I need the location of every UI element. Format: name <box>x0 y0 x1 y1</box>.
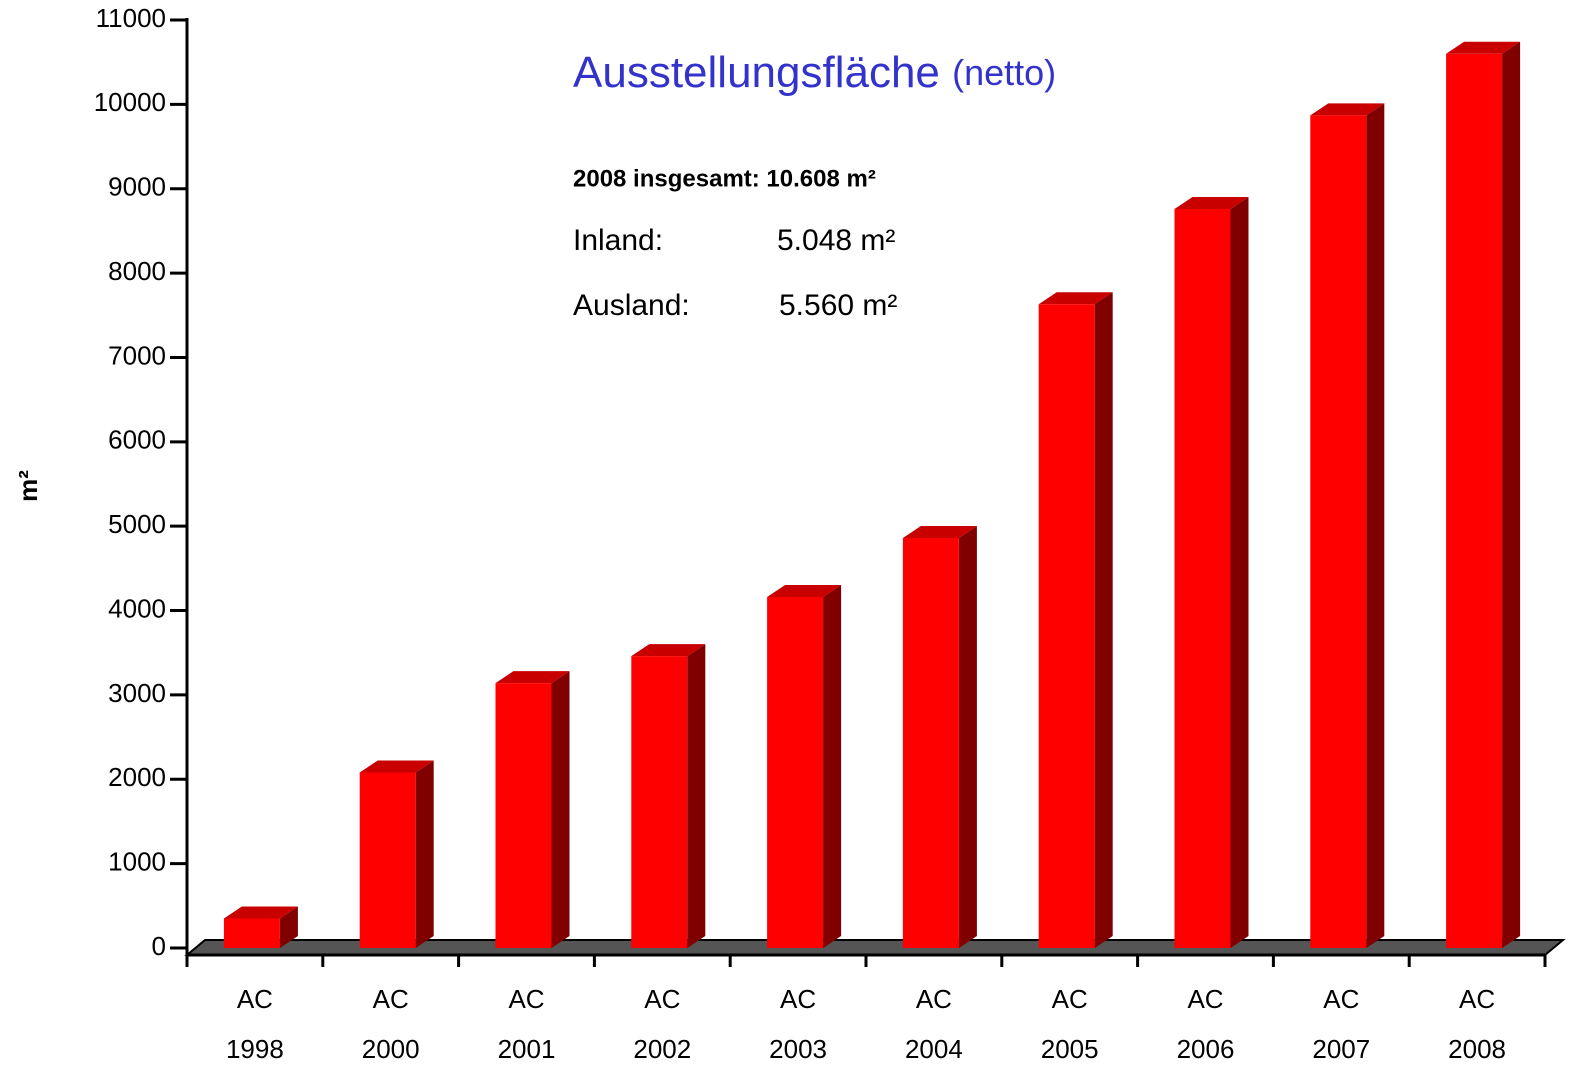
annotation: 5.048 m² <box>777 224 895 257</box>
y-tick-label: 5000 <box>108 509 166 539</box>
x-tick-label: AC 2008 <box>1448 984 1507 1064</box>
bar-top <box>223 906 298 919</box>
bar-side <box>687 644 706 948</box>
chart-title-group: Ausstellungsfläche (netto) <box>573 48 1056 97</box>
bar-front <box>223 918 280 948</box>
x-tick-label: AC 2001 <box>497 984 556 1064</box>
bar-front <box>631 656 688 948</box>
bar-front <box>1446 53 1503 948</box>
bar-front <box>767 597 824 948</box>
x-tick-label: AC 2007 <box>1312 984 1371 1064</box>
y-tick-label: 3000 <box>108 678 166 708</box>
bar-side <box>279 906 298 948</box>
bar-side <box>1094 292 1113 949</box>
y-tick-label: 2000 <box>108 762 166 792</box>
annotation: 5.560 m² <box>779 289 897 322</box>
y-tick-label: 10000 <box>94 87 166 117</box>
bar-side <box>823 585 842 948</box>
x-tick-label: AC 1998 <box>225 984 284 1064</box>
bar-side <box>1366 103 1385 948</box>
bar-front <box>1038 304 1095 949</box>
bar-top <box>495 671 570 684</box>
y-tick-label: 7000 <box>108 340 166 370</box>
bar <box>1310 103 1385 948</box>
y-tick-label: 0 <box>152 931 166 961</box>
bar-top <box>631 644 706 657</box>
bar-front <box>1310 115 1367 948</box>
annotation: Inland: <box>573 224 663 257</box>
x-tick-label: AC 2002 <box>633 984 692 1064</box>
y-tick-label: 8000 <box>108 256 166 286</box>
bar <box>1446 41 1521 948</box>
bar-front <box>1174 208 1231 948</box>
x-tick-label: AC 2005 <box>1040 984 1099 1064</box>
bar <box>631 644 706 948</box>
bar-side <box>1230 196 1249 948</box>
annotation: 2008 insgesamt: 10.608 m² <box>573 165 876 192</box>
chart-title: Ausstellungsfläche <box>573 48 940 97</box>
bar <box>1038 292 1113 949</box>
x-tick-label: AC 2004 <box>904 984 963 1064</box>
bar-front <box>359 772 416 948</box>
x-tick-label: AC 2006 <box>1176 984 1235 1064</box>
x-tick-label: AC 2003 <box>769 984 828 1064</box>
bar-front <box>902 537 959 948</box>
y-tick-label: 6000 <box>108 425 166 455</box>
annotation: Ausland: <box>573 289 690 322</box>
bar <box>902 525 977 948</box>
bar <box>767 585 842 948</box>
y-tick-label: 11000 <box>96 3 166 33</box>
bar-side <box>551 671 570 948</box>
chart-subtitle: (netto) <box>952 52 1056 93</box>
bar-top <box>1310 103 1385 116</box>
bar <box>223 906 298 948</box>
bar-front <box>495 683 552 948</box>
y-tick-label: 1000 <box>108 847 166 877</box>
bar-top <box>902 525 977 538</box>
y-axis-label: m² <box>13 470 43 502</box>
x-tick-label: AC 2000 <box>361 984 420 1064</box>
bar-side <box>1502 41 1521 948</box>
y-tick-label: 4000 <box>108 593 166 623</box>
bar-side <box>415 760 434 948</box>
bar-top <box>767 585 842 598</box>
bar-side <box>958 525 977 948</box>
y-tick-label: 9000 <box>108 172 166 202</box>
bar <box>495 671 570 948</box>
bar <box>359 760 434 948</box>
bar <box>1174 196 1249 948</box>
bar-top <box>1038 292 1113 305</box>
bar-top <box>1446 41 1521 54</box>
bar-top <box>359 760 434 773</box>
bar-top <box>1174 196 1249 209</box>
